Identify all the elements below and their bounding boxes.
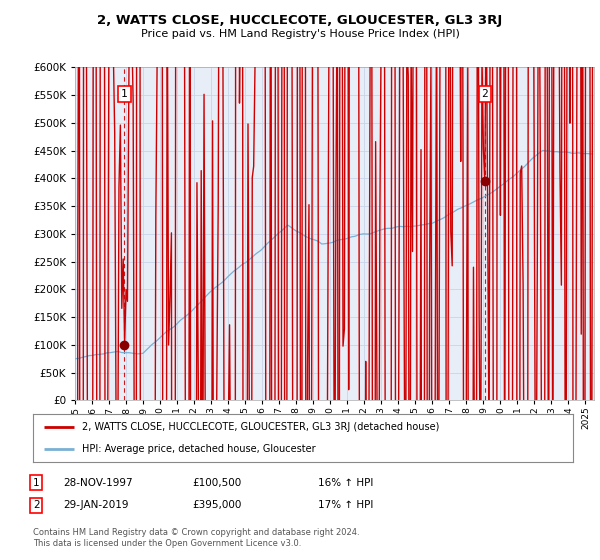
Text: 28-NOV-1997: 28-NOV-1997 <box>63 478 133 488</box>
Text: Contains HM Land Registry data © Crown copyright and database right 2024.
This d: Contains HM Land Registry data © Crown c… <box>33 528 359 548</box>
Text: 29-JAN-2019: 29-JAN-2019 <box>63 500 128 510</box>
Text: 1: 1 <box>121 89 128 99</box>
Text: 2: 2 <box>481 89 488 99</box>
Text: 2: 2 <box>33 500 40 510</box>
Text: £395,000: £395,000 <box>192 500 241 510</box>
Text: HPI: Average price, detached house, Gloucester: HPI: Average price, detached house, Glou… <box>82 444 315 454</box>
Text: 2, WATTS CLOSE, HUCCLECOTE, GLOUCESTER, GL3 3RJ (detached house): 2, WATTS CLOSE, HUCCLECOTE, GLOUCESTER, … <box>82 422 439 432</box>
Text: 1: 1 <box>33 478 40 488</box>
Text: 17% ↑ HPI: 17% ↑ HPI <box>318 500 373 510</box>
Text: Price paid vs. HM Land Registry's House Price Index (HPI): Price paid vs. HM Land Registry's House … <box>140 29 460 39</box>
Text: 16% ↑ HPI: 16% ↑ HPI <box>318 478 373 488</box>
Text: £100,500: £100,500 <box>192 478 241 488</box>
Text: 2, WATTS CLOSE, HUCCLECOTE, GLOUCESTER, GL3 3RJ: 2, WATTS CLOSE, HUCCLECOTE, GLOUCESTER, … <box>97 14 503 27</box>
